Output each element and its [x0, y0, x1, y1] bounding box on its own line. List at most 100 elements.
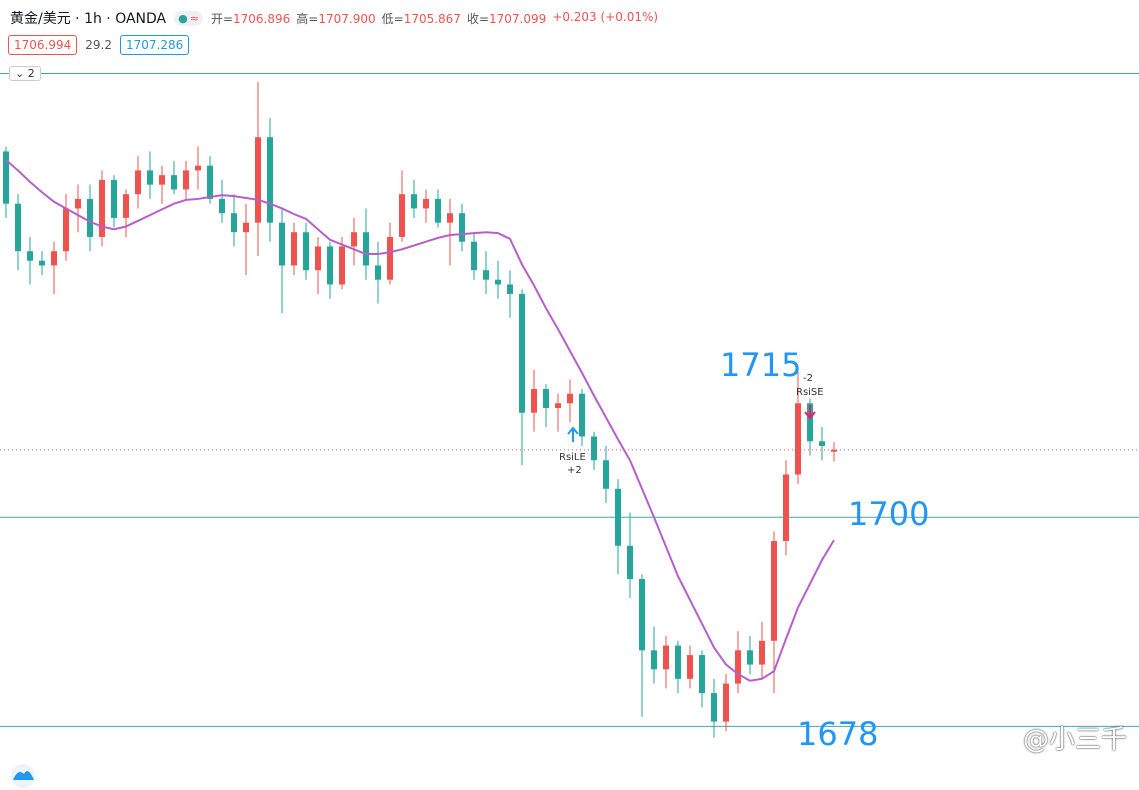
candle-body: [795, 403, 801, 475]
candle-body: [51, 251, 57, 266]
candle-body: [603, 460, 609, 489]
signal-qty: -2: [803, 373, 813, 384]
candle-body: [135, 170, 141, 195]
candle-body: [471, 241, 477, 271]
candle-body: [195, 165, 201, 171]
candle-body: [363, 232, 369, 266]
candle-body: [411, 194, 417, 209]
ohlc-label: 低=: [381, 11, 404, 26]
sell-arrow: [804, 405, 816, 420]
status: ● ≈: [174, 10, 203, 26]
candle-body: [3, 151, 9, 204]
ohlc-item: 开=1706.896: [211, 10, 290, 27]
ohlc-value: +0.203 (+0.01%): [552, 9, 659, 24]
candle-body: [339, 246, 345, 285]
candle-body: [807, 403, 813, 442]
candle-body: [591, 436, 597, 461]
ohlc-label: 高=: [296, 11, 319, 26]
candle-body: [447, 213, 453, 223]
candle-body: [711, 693, 717, 722]
collapse-count: 2: [27, 67, 35, 80]
candle-body: [723, 683, 729, 722]
signal-qty: +2: [567, 465, 582, 476]
candle-body: [771, 541, 777, 641]
candle-body: [75, 198, 81, 209]
candle-body: [267, 137, 273, 223]
ohlc-item: +0.203 (+0.01%): [552, 10, 658, 27]
candle-body: [147, 170, 153, 185]
ohlc-item: 高=1707.900: [296, 10, 375, 27]
candle-body: [615, 488, 621, 546]
candle-body: [27, 251, 33, 261]
candle-body: [495, 279, 501, 285]
candle-body: [531, 388, 537, 413]
candle-body: [351, 232, 357, 247]
candle-body: [507, 284, 513, 294]
candle-body: [15, 203, 21, 252]
candle-body: [39, 260, 45, 266]
candle-body: [99, 179, 105, 237]
ohlc-value: 1707.099: [489, 11, 547, 26]
candle-body: [291, 232, 297, 266]
candle-body: [519, 293, 525, 413]
collapse-button[interactable]: ⌄ 2: [9, 66, 41, 81]
candle-body: [279, 222, 285, 266]
candle-body: [459, 213, 465, 242]
bid[interactable]: 1706.994: [8, 35, 78, 55]
candle-body: [639, 579, 645, 651]
ohlc-value: 1707.900: [318, 11, 376, 26]
candle-body: [435, 198, 441, 223]
candle-body: [207, 165, 213, 199]
quote-row: 1706.994 29.2 1707.286: [8, 35, 190, 55]
candle-body: [627, 545, 633, 580]
signal-name: RsiSE: [796, 387, 824, 398]
candle-body: [399, 194, 405, 237]
ohlc-item: 低=1705.867: [382, 10, 461, 27]
candle-body: [87, 198, 93, 237]
candle-body: [219, 198, 225, 214]
candle-body: [387, 236, 393, 280]
candle-body: [375, 265, 381, 280]
ohlc-label: 收=: [466, 11, 490, 26]
candle-body: [543, 388, 549, 408]
candle-body: [819, 441, 825, 447]
candle-body: [579, 393, 585, 437]
annotation: 1678: [797, 715, 878, 753]
candle-body: [567, 393, 573, 404]
annotation: 1700: [848, 495, 929, 533]
candle-body: [675, 645, 681, 679]
buy-arrow: [567, 426, 579, 442]
candle-body: [315, 246, 321, 271]
candle-body: [783, 474, 789, 542]
candle-body: [699, 655, 705, 694]
candle-body: [735, 650, 741, 684]
ohlc-value: 1705.867: [403, 11, 461, 26]
symbol: 黄金/美元 · 1h · OANDA: [10, 11, 167, 27]
candle-body: [231, 213, 237, 233]
signal-name: RsiLE: [559, 452, 586, 463]
ask[interactable]: 1707.286: [119, 35, 190, 55]
candle-body: [663, 645, 669, 670]
candle-body: [483, 270, 489, 280]
candle-body: [171, 175, 177, 190]
spread: 29.2: [85, 38, 112, 52]
candle-body: [687, 655, 693, 679]
annotation: 1715: [720, 346, 801, 384]
ohlc-item: 收=1707.099: [467, 10, 546, 27]
candle-body: [243, 222, 249, 233]
candle-body: [111, 179, 117, 218]
candle-body: [831, 449, 837, 452]
watermark: @小三千: [1022, 725, 1127, 755]
candle-body: [255, 137, 261, 223]
candle-body: [183, 170, 189, 190]
candle-body: [423, 198, 429, 209]
candle-body: [555, 403, 561, 408]
candle-body: [303, 232, 309, 271]
ohlc-value: 1706.896: [233, 11, 291, 26]
candle-body: [63, 208, 69, 252]
candle-body: [159, 175, 165, 185]
logo: [11, 764, 35, 788]
ohlc: 开=1706.896 高=1707.900 低=1705.867 收=1707.099…: [211, 10, 658, 27]
